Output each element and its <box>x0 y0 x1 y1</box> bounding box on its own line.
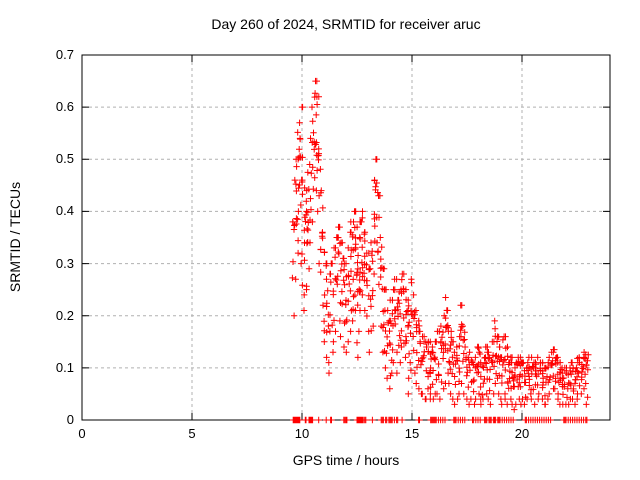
y-tick-label: 0.3 <box>55 255 74 271</box>
y-tick-label: 0.1 <box>55 359 74 375</box>
data-point-markers <box>289 77 592 424</box>
plot-frame-and-ticks <box>81 54 611 421</box>
x-tick-label: 15 <box>404 426 420 441</box>
y-tick-label: 0.5 <box>55 151 74 167</box>
x-tick-label: 5 <box>188 426 196 441</box>
y-tick-label: 0.2 <box>55 307 74 323</box>
y-axis-label: SRMTID / TECUs <box>7 181 23 293</box>
y-tick-label: 0.4 <box>55 203 74 219</box>
y-tick-label: 0.7 <box>55 47 74 62</box>
y-tick-label: 0.6 <box>55 99 74 115</box>
y-tick-label: 0 <box>66 412 74 427</box>
x-axis-label: GPS time / hours <box>292 452 400 468</box>
x-tick-label: 20 <box>514 426 530 441</box>
grid-lines <box>83 56 609 419</box>
x-tick-label: 10 <box>294 426 310 441</box>
chart-title: Day 260 of 2024, SRMTID for receiver aru… <box>211 16 481 32</box>
x-tick-label: 0 <box>78 426 86 441</box>
